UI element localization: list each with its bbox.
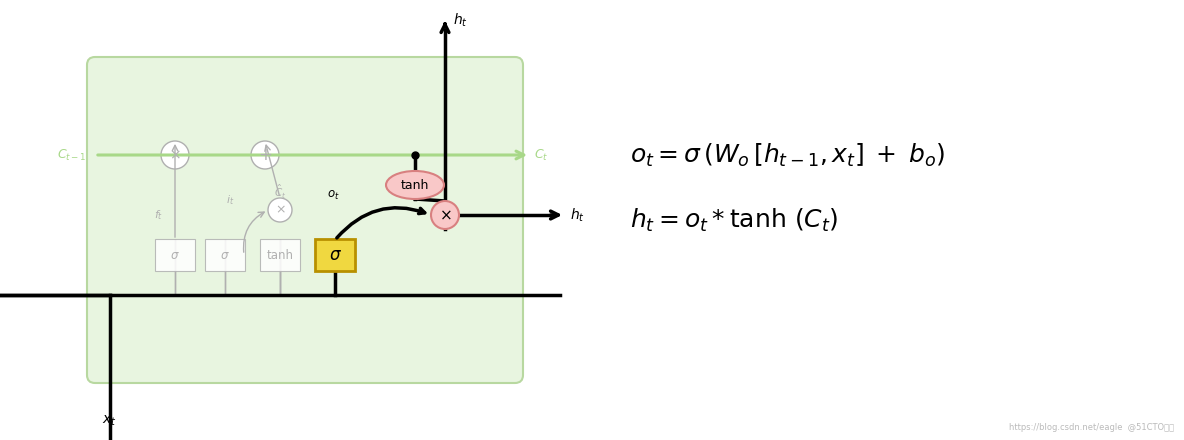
Text: $C_t$: $C_t$ — [534, 147, 548, 162]
Circle shape — [431, 201, 459, 229]
Text: $\hat{C}_t$: $\hat{C}_t$ — [274, 183, 287, 201]
Text: $\times$: $\times$ — [275, 203, 285, 216]
Text: tanh: tanh — [401, 179, 429, 191]
Text: $h_t = o_t * \tanh\,(C_t)$: $h_t = o_t * \tanh\,(C_t)$ — [630, 206, 838, 234]
FancyBboxPatch shape — [260, 239, 300, 271]
Text: $C_{t-1}$: $C_{t-1}$ — [57, 147, 86, 162]
Text: $\times$: $\times$ — [438, 208, 451, 223]
FancyBboxPatch shape — [86, 57, 523, 383]
Text: $\sigma$: $\sigma$ — [220, 249, 230, 261]
FancyBboxPatch shape — [315, 239, 355, 271]
Text: $i_t$: $i_t$ — [226, 193, 234, 207]
Text: $x_t$: $x_t$ — [102, 414, 117, 428]
Circle shape — [251, 141, 279, 169]
FancyBboxPatch shape — [155, 239, 195, 271]
Text: $f_t$: $f_t$ — [154, 208, 163, 222]
Circle shape — [268, 198, 292, 222]
Ellipse shape — [386, 171, 444, 199]
Text: $\times$: $\times$ — [169, 148, 181, 162]
Text: $h_t$: $h_t$ — [570, 206, 585, 224]
Circle shape — [161, 141, 189, 169]
Text: $o_t = \sigma\,(W_o\,[h_{t-1}, x_t]\;+\;b_o)$: $o_t = \sigma\,(W_o\,[h_{t-1}, x_t]\;+\;… — [630, 141, 945, 169]
Text: tanh: tanh — [266, 249, 294, 261]
Text: $+$: $+$ — [258, 146, 272, 164]
Text: $o_t$: $o_t$ — [327, 188, 340, 202]
Text: https://blog.csdn.net/eagle  @51CTO博客: https://blog.csdn.net/eagle @51CTO博客 — [1009, 423, 1175, 432]
Text: $h_t$: $h_t$ — [453, 11, 468, 29]
Text: $\sigma$: $\sigma$ — [170, 249, 180, 261]
FancyBboxPatch shape — [205, 239, 245, 271]
Text: $\sigma$: $\sigma$ — [328, 246, 341, 264]
